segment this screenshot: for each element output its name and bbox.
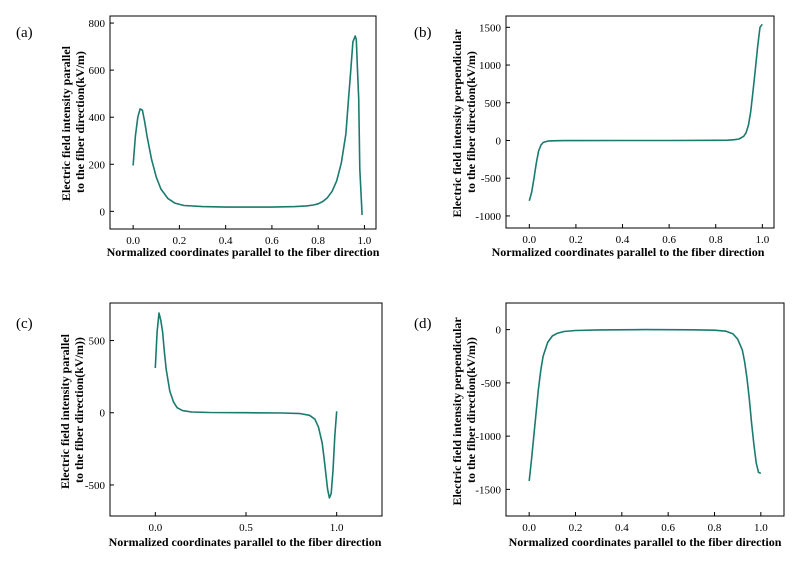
panel-a-ticks: [110, 22, 365, 229]
panel-a-ylabel: Electric field intensity parallel to the…: [59, 43, 87, 201]
panel-b-series-line: [528, 23, 763, 202]
panel-c: (c) 0.0 0.5 1.0 -500 0 500 Electric field int…: [16, 302, 383, 549]
panel-a-letter: (a): [16, 25, 33, 41]
panel-b-xlabel: Normalized coordinates parallel to the f…: [492, 245, 765, 259]
x-tick-label: 0.8: [311, 235, 325, 247]
y-tick-label: -500: [85, 480, 106, 492]
x-tick-label: 0.4: [615, 522, 629, 534]
panel-b-ylabel-line-2: to the fiber direction(kV/m): [464, 51, 478, 193]
y-tick-label: 400: [89, 112, 106, 124]
x-tick-label: 0.0: [522, 234, 536, 246]
panel-b-ylabel: Electric field intensity perpendicular t…: [450, 26, 478, 217]
panel-c-series-line: [154, 312, 338, 499]
y-tick-label: 500: [485, 98, 502, 110]
panel-c-ylabel: Electric field intensity parallel to the…: [58, 331, 86, 489]
panel-c-frame: [109, 302, 383, 517]
x-tick-label: 1.0: [358, 235, 372, 247]
x-tick-label: 1.0: [755, 234, 769, 246]
panel-a-ylabel-line-2: to the fiber direction(kV/m): [73, 51, 87, 193]
panel-d-ylabel: Electric field intensity perpendicular t…: [450, 314, 478, 505]
panel-d-tick-labels: 0.0 0.2 0.4 0.6 0.8 1.0 0 -500 -1000 -1500: [475, 325, 768, 534]
panel-a-frame: [109, 15, 377, 230]
x-tick-label: 0.2: [173, 235, 187, 247]
y-tick-label: 1000: [479, 60, 502, 72]
x-tick-label: 0.6: [265, 235, 279, 247]
panel-d-xlabel: Normalized coordinates parallel to the f…: [509, 535, 782, 549]
y-tick-label: 1500: [479, 22, 502, 34]
y-tick-label: 0: [100, 206, 106, 218]
panel-a-tick-labels: 0.0 0.2 0.4 0.6 0.8 1.0 0 200 400 600 800: [89, 18, 372, 247]
panel-a-ylabel-line-1: Electric field intensity parallel: [59, 45, 73, 201]
panel-c-letter: (c): [16, 316, 33, 332]
x-tick-label: 0.4: [616, 234, 630, 246]
panel-d: (d) 0.0 0.2 0.4 0.6 0.8 1.0 0 -500 -1000 -1500 El…: [414, 302, 785, 549]
panel-d-ylabel-line-2: to the fiber direction(kV/m)): [464, 337, 478, 483]
x-tick-label: 0.0: [522, 522, 536, 534]
panel-b: (b) 0.0 0.2 0.4 0.6 0.8 1.0 -1000 -500 0 500 1000 1…: [414, 15, 775, 259]
y-tick-label: 0: [496, 135, 502, 147]
panel-b-frame: [505, 15, 775, 229]
y-tick-label: 200: [89, 159, 106, 171]
x-tick-label: 0.0: [126, 235, 140, 247]
panel-d-ticks: [506, 329, 762, 516]
x-tick-label: 0.8: [709, 234, 723, 246]
x-tick-label: 1.0: [330, 522, 344, 534]
y-tick-label: -500: [481, 378, 502, 390]
panel-c-tick-labels: 0.0 0.5 1.0 -500 0 500: [85, 336, 344, 534]
panel-d-series-line: [528, 328, 762, 481]
panel-d-ylabel-line-1: Electric field intensity perpendicular: [450, 317, 464, 506]
x-tick-label: 0.2: [569, 522, 583, 534]
y-tick-label: 0: [496, 325, 502, 337]
x-tick-label: 0.5: [239, 522, 253, 534]
x-tick-label: 0.8: [708, 522, 722, 534]
panel-d-letter: (d): [414, 316, 432, 332]
panel-a: (a) 0.0 0.2 0.4 0.6 0.8 1.0 0 200 400 600 800 Elec…: [16, 15, 380, 259]
y-tick-label: -1000: [475, 211, 501, 223]
y-tick-label: 0: [100, 408, 106, 420]
panel-c-ticks: [110, 340, 338, 516]
y-tick-label: 600: [89, 65, 106, 77]
panel-c-ylabel-line-2: to the fiber direction(kV/m)): [72, 337, 86, 483]
panel-d-frame: [505, 302, 785, 517]
x-tick-label: 0.6: [662, 234, 676, 246]
panel-c-xlabel: Normalized coordinates parallel to the f…: [109, 535, 382, 549]
y-tick-label: -1500: [475, 484, 501, 496]
x-tick-label: 0.2: [569, 234, 583, 246]
panel-b-tick-labels: 0.0 0.2 0.4 0.6 0.8 1.0 -1000 -500 0 500 1000 1500: [475, 22, 769, 246]
x-tick-label: 1.0: [754, 522, 768, 534]
panel-a-xlabel: Normalized coordinates parallel to the f…: [107, 245, 380, 259]
x-tick-label: 0.4: [219, 235, 233, 247]
panel-b-letter: (b): [414, 25, 432, 41]
panel-a-series-line: [132, 35, 363, 215]
y-tick-label: -500: [481, 173, 502, 185]
x-tick-label: 0.6: [661, 522, 675, 534]
panel-c-ylabel-line-1: Electric field intensity parallel: [58, 333, 72, 489]
x-tick-label: 0.0: [148, 522, 162, 534]
y-tick-label: 800: [89, 18, 106, 30]
y-tick-label: 500: [89, 336, 106, 348]
y-tick-label: -1000: [475, 431, 501, 443]
panel-b-ylabel-line-1: Electric field intensity perpendicular: [450, 29, 464, 218]
panel-b-ticks: [506, 26, 763, 228]
